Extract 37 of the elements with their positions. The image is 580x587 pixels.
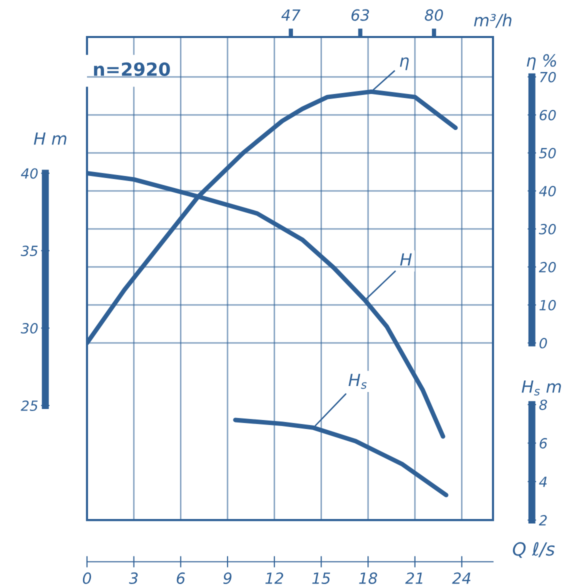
y-axis-title: H m [34,132,66,145]
y2-tick-label: 20 [538,262,556,272]
x2-tick-label: 63 [352,9,370,21]
x-tick-label: 12 [265,572,284,584]
y-tick-label: 25 [20,400,38,411]
x2-tick-label: 80 [424,9,443,21]
x-tick-label: 21 [405,572,422,584]
y-tick-label: 40 [20,168,38,179]
x2-tick-label: 47 [281,9,300,21]
x-tick-label: 18 [359,572,378,584]
y2-tick-label: 40 [539,186,556,196]
series-label: η [400,57,409,70]
text: H [400,253,412,266]
y3-tick-label: 2 [538,515,547,526]
text: H$_{s}$ [348,374,367,389]
y-tick-label: 35 [20,246,38,256]
annotation: n=2920 [94,62,170,76]
x-tick-label: 3 [129,572,138,584]
y2-tick-label: 60 [540,110,556,120]
x-axis-title: Q ℓ/s [512,542,555,558]
y2-tick-label: 70 [540,72,556,82]
y2-axis-title: η % [526,54,556,70]
y3-tick-label: 6 [540,438,548,449]
y2-tick-label: 10 [540,300,556,310]
x-tick-label: 6 [176,572,185,584]
x2-axis-title: m³/h [474,14,512,28]
y-tick-label: 30 [20,323,38,334]
x-tick-label: 9 [223,572,232,584]
y2-tick-label: 50 [539,148,556,158]
x-tick-label: 24 [452,572,470,584]
y3-tick-label: 4 [539,476,547,487]
x-tick-label: 0 [82,572,92,584]
y2-tick-label: 0 [540,338,547,348]
y3-tick-label: 8 [539,400,548,410]
x-tick-label: 15 [312,572,330,584]
y2-tick-label: 30 [538,224,556,234]
y3-axis-title: H$_{s}$ m [522,380,561,396]
